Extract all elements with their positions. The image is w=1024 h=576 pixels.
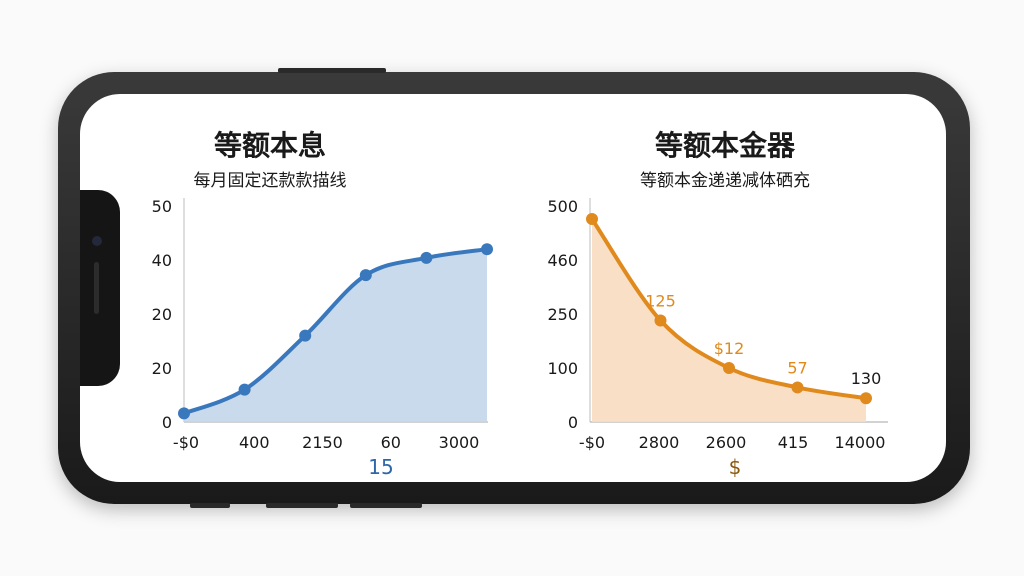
chart-left: 50 40 20 20 0-$0 400 2150 60 3000 15 — [152, 197, 493, 479]
y-tick-label: 0 — [162, 413, 172, 432]
x-tick-label: 14000 — [835, 433, 886, 452]
chart-right: 125 $12 57 130 500 460 250 100 0-$0 2800 2600 415 14… — [547, 197, 888, 479]
y-tick-label: 460 — [547, 251, 578, 270]
chart-title-right: 等额本金器 — [654, 129, 795, 162]
data-point — [654, 314, 667, 327]
data-point — [420, 251, 433, 264]
data-label: $12 — [714, 339, 745, 358]
side-button — [350, 503, 422, 508]
area-fill — [592, 218, 866, 422]
camera-icon — [92, 236, 102, 246]
volume-button — [278, 68, 386, 73]
y-tick-label: 40 — [152, 251, 172, 270]
data-point — [359, 269, 372, 282]
data-point — [178, 407, 190, 420]
side-button — [266, 503, 338, 508]
data-label: 57 — [787, 358, 807, 377]
side-button — [190, 503, 230, 508]
y-tick-label: 20 — [152, 359, 172, 378]
data-point — [299, 329, 312, 342]
chart-subtitle-left: 每月固定还款款描线 — [193, 171, 347, 191]
x-tick-label: 2600 — [706, 433, 747, 452]
x-tick-label: 60 — [381, 433, 401, 452]
data-point — [586, 212, 598, 225]
x-tick-label: 400 — [239, 433, 270, 452]
data-point — [723, 362, 735, 374]
y-tick-label: 250 — [547, 305, 578, 324]
data-point — [791, 381, 804, 394]
chart-subtitle-right: 等额本金递递减体硒充 — [640, 171, 810, 191]
data-label: 125 — [645, 291, 676, 310]
chart-title-left: 等额本息 — [213, 129, 326, 162]
x-axis-label: $ — [729, 455, 742, 479]
x-tick-label: 415 — [778, 433, 809, 452]
notch — [80, 190, 120, 386]
x-tick-label: 3000 — [439, 433, 480, 452]
data-point — [238, 383, 251, 396]
data-label: 130 — [851, 369, 882, 388]
x-tick-label: -$0 — [173, 433, 199, 452]
x-tick-label: -$0 — [579, 433, 605, 452]
y-tick-label: 20 — [152, 305, 172, 324]
y-tick-label: 100 — [547, 359, 578, 378]
x-axis-label: 15 — [368, 455, 393, 479]
y-tick-label: 0 — [568, 413, 578, 432]
y-tick-label: 500 — [547, 197, 578, 216]
data-point — [481, 243, 493, 256]
x-tick-label: 2800 — [639, 433, 680, 452]
data-point — [860, 392, 872, 405]
x-tick-label: 2150 — [302, 433, 343, 452]
speaker-grille — [94, 262, 99, 314]
y-tick-label: 50 — [152, 197, 172, 216]
series-line — [590, 216, 868, 401]
